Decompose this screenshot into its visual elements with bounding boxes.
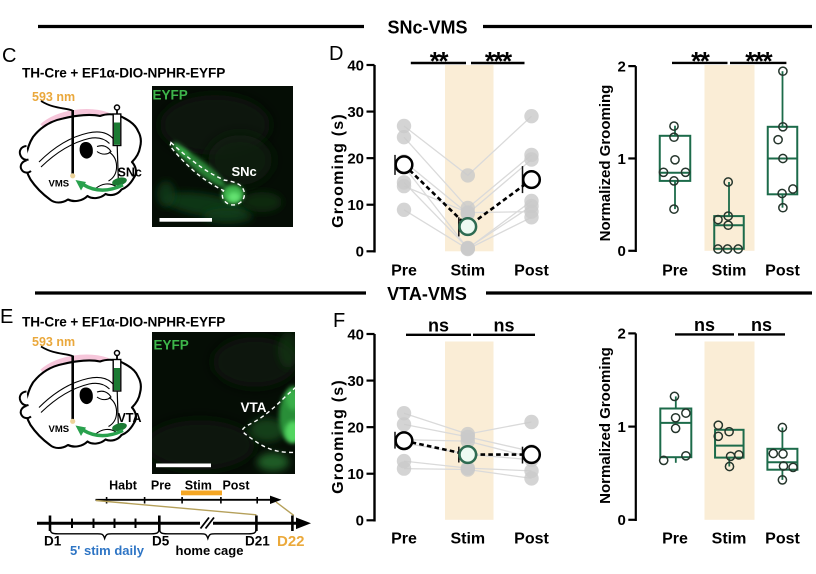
svg-text:F: F <box>333 310 345 332</box>
svg-text:D: D <box>329 43 343 65</box>
svg-text:0: 0 <box>356 513 364 530</box>
svg-text:VTA-VMS: VTA-VMS <box>387 284 467 304</box>
svg-text:SNc: SNc <box>118 165 142 179</box>
svg-text:Stim: Stim <box>185 479 212 493</box>
svg-text:D5: D5 <box>152 534 170 549</box>
svg-text:ns: ns <box>428 316 449 336</box>
svg-text:ns: ns <box>694 315 715 335</box>
svg-text:30: 30 <box>347 104 364 121</box>
svg-text:***: *** <box>485 46 513 76</box>
svg-text:40: 40 <box>347 57 364 74</box>
svg-text:20: 20 <box>347 419 364 436</box>
svg-text:Stim: Stim <box>712 263 747 280</box>
svg-text:30: 30 <box>347 373 364 390</box>
svg-text:**: ** <box>691 46 711 76</box>
svg-text:40: 40 <box>347 326 364 343</box>
svg-text:Stim: Stim <box>712 531 747 548</box>
svg-text:Grooming (s): Grooming (s) <box>330 113 347 228</box>
svg-text:5' stim daily: 5' stim daily <box>70 543 145 558</box>
svg-text:***: *** <box>745 46 773 76</box>
svg-text:EYFP: EYFP <box>153 88 188 103</box>
svg-text:Post: Post <box>765 263 800 280</box>
svg-text:VMS: VMS <box>49 179 70 190</box>
svg-text:Stim: Stim <box>450 531 485 548</box>
svg-text:10: 10 <box>347 466 364 483</box>
svg-text:SNc: SNc <box>232 164 257 179</box>
svg-text:Post: Post <box>514 263 549 280</box>
svg-text:593 nm: 593 nm <box>32 90 75 104</box>
svg-text:home cage: home cage <box>176 543 244 558</box>
svg-text:Normalized Grooming: Normalized Grooming <box>597 347 614 504</box>
svg-text:Stim: Stim <box>450 263 485 280</box>
svg-text:Post: Post <box>514 531 549 548</box>
svg-text:D21: D21 <box>245 534 270 549</box>
svg-text:2: 2 <box>617 58 625 75</box>
svg-text:Pre: Pre <box>662 263 688 280</box>
svg-text:Grooming (s): Grooming (s) <box>330 379 347 494</box>
svg-text:VMS: VMS <box>49 424 70 435</box>
svg-text:D22: D22 <box>277 533 305 550</box>
svg-text:10: 10 <box>347 197 364 214</box>
svg-text:1: 1 <box>617 419 625 436</box>
svg-text:SNc-VMS: SNc-VMS <box>387 18 467 38</box>
svg-text:TH-Cre + EF1α-DIO-NPHR-EYFP: TH-Cre + EF1α-DIO-NPHR-EYFP <box>22 315 225 330</box>
svg-text:Normalized Grooming: Normalized Grooming <box>597 85 614 242</box>
svg-text:Pre: Pre <box>391 531 417 548</box>
svg-text:TH-Cre + EF1α-DIO-NPHR-EYFP: TH-Cre + EF1α-DIO-NPHR-EYFP <box>22 65 225 80</box>
svg-text:Post: Post <box>222 479 250 493</box>
svg-text:0: 0 <box>617 512 625 529</box>
svg-text:VTA: VTA <box>118 411 142 425</box>
svg-text:Habt: Habt <box>109 479 138 493</box>
svg-text:ns: ns <box>493 316 514 336</box>
svg-text:Post: Post <box>765 531 800 548</box>
svg-text:593 nm: 593 nm <box>32 335 75 349</box>
svg-text:D1: D1 <box>44 534 62 549</box>
svg-text:E: E <box>0 306 13 328</box>
svg-text:Pre: Pre <box>662 531 688 548</box>
svg-text:EYFP: EYFP <box>154 338 189 353</box>
svg-text:ns: ns <box>751 315 772 335</box>
svg-text:Pre: Pre <box>391 263 417 280</box>
svg-text:VTA: VTA <box>241 400 267 415</box>
svg-text:**: ** <box>430 46 450 76</box>
svg-text:0: 0 <box>356 244 364 261</box>
svg-text:20: 20 <box>347 150 364 167</box>
svg-text:C: C <box>2 45 16 67</box>
svg-text:0: 0 <box>617 243 625 260</box>
svg-text:2: 2 <box>617 326 625 343</box>
svg-text:1: 1 <box>617 151 625 168</box>
svg-text:Pre: Pre <box>151 479 171 493</box>
